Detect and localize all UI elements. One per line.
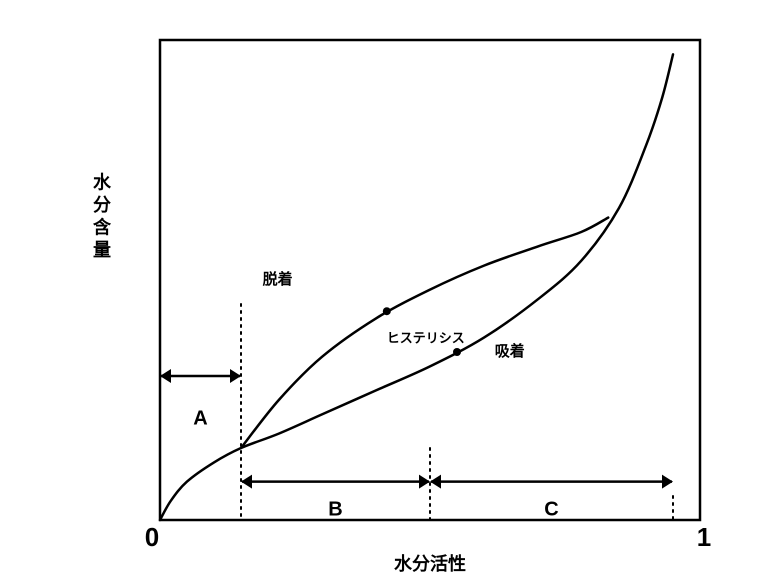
chart-svg: 脱着ヒステリシス吸着 A B C 0 1 水分活性 水分含量	[0, 0, 760, 578]
region-b-label: B	[328, 499, 342, 521]
x-tick-1: 1	[697, 522, 711, 552]
region-c-label: C	[544, 499, 558, 521]
y-axis-title-char: 量	[93, 239, 111, 260]
sorption-isotherm-chart: 脱着ヒステリシス吸着 A B C 0 1 水分活性 水分含量	[0, 0, 760, 578]
hysteresis-marker-icon	[383, 307, 391, 315]
y-axis-title-char: 含	[93, 217, 112, 238]
x-tick-0: 0	[145, 522, 159, 552]
adsorption-label: 吸着	[495, 342, 525, 360]
region-a-label: A	[193, 407, 207, 429]
y-axis-title-char: 分	[93, 195, 111, 215]
y-axis-title-char: 水	[93, 172, 112, 193]
hysteresis-label: ヒステリシス	[387, 330, 465, 345]
desorption-label: 脱着	[263, 270, 293, 288]
adsorption-marker-icon	[453, 348, 461, 356]
x-axis-title: 水分活性	[394, 553, 466, 574]
